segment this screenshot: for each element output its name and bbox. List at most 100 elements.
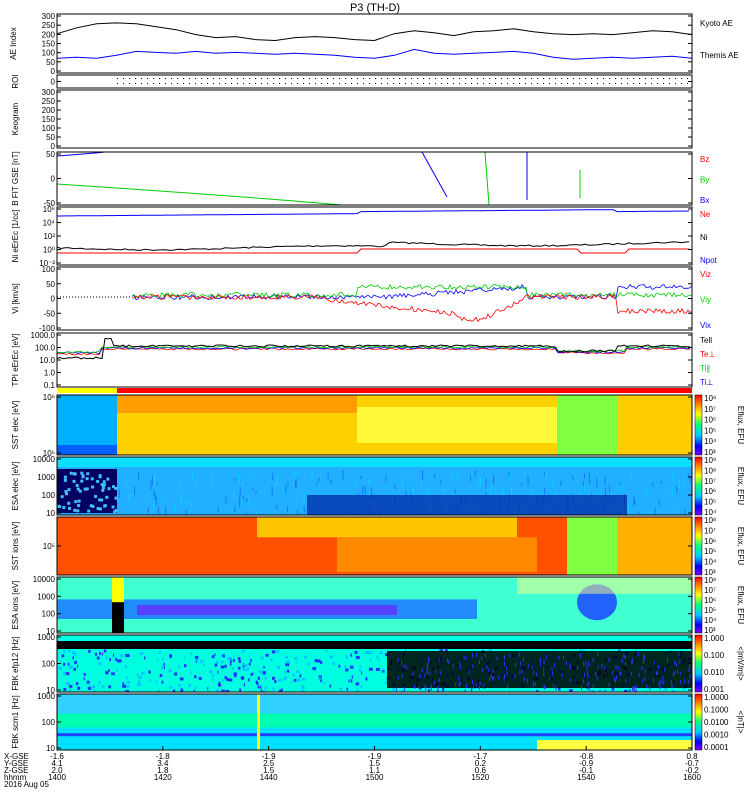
ytick-label: 100 bbox=[42, 49, 56, 58]
xaxis-tick-label: 1.5 bbox=[369, 759, 381, 768]
colorbar-tick: 10⁷ bbox=[704, 477, 716, 486]
xaxis-tick-label: 1420 bbox=[154, 773, 172, 782]
ytick-label: 10 bbox=[46, 627, 55, 636]
colorbar-tick: 0.001 bbox=[704, 685, 725, 694]
legend-label: Themis AE bbox=[700, 51, 739, 60]
colorbar-label: <|mV/m|> bbox=[736, 646, 745, 681]
xaxis-tick-label: 1500 bbox=[366, 773, 384, 782]
ytick-label: 50 bbox=[46, 58, 55, 67]
ytick-label: 100 bbox=[42, 718, 56, 727]
panel-ylabel: ESA elec [eV] bbox=[11, 462, 20, 511]
colorbar-tick: 10⁶ bbox=[704, 487, 716, 496]
panel-ylabel: Vi [km/s] bbox=[11, 283, 20, 314]
colorbar-tick: 1.000 bbox=[704, 634, 725, 643]
ytick-label: -100 bbox=[39, 324, 56, 333]
xaxis-date: 2016 Aug 05 bbox=[4, 780, 49, 789]
colorbar bbox=[694, 516, 703, 576]
panel-ylabel: SST elec [eV] bbox=[11, 401, 20, 450]
legend-label: Ti⊥ bbox=[700, 378, 713, 387]
xaxis-tick-label: 0.2 bbox=[475, 759, 487, 768]
panel-ylabel: AE Index bbox=[9, 27, 18, 59]
colorbar-tick: 0.010 bbox=[704, 668, 725, 677]
colorbar-label: Eflux, EFU bbox=[736, 586, 745, 624]
xaxis-tick-label: 1600 bbox=[683, 773, 701, 782]
xaxis-row-label: Y-GSE bbox=[4, 759, 28, 768]
ytick-label: 0 bbox=[51, 78, 56, 87]
xaxis-tick-label: 1.5 bbox=[263, 766, 275, 775]
panel-density: 10⁶ 10⁴ 10² 10⁰ 10⁻² Ni eErEc [1/cc] Ne Ni Npot bbox=[11, 205, 718, 268]
plot-title: P3 (TH-D) bbox=[350, 2, 400, 14]
colorbar-tick: 10⁸ bbox=[704, 576, 716, 585]
ytick-label: 10⁵ bbox=[43, 542, 55, 551]
xaxis-tick-label: 1540 bbox=[577, 773, 595, 782]
ytick-label: 200 bbox=[42, 30, 56, 39]
xaxis-tick-label: 1.1 bbox=[369, 766, 381, 775]
colorbar bbox=[694, 456, 703, 516]
legend-label: Kyoto AE bbox=[700, 19, 733, 28]
xaxis-tick-label: 2.5 bbox=[263, 759, 275, 768]
ytick-label: 250 bbox=[42, 21, 56, 30]
ytick-label: 50 bbox=[46, 150, 55, 159]
ytick-label: 10⁶ bbox=[43, 205, 55, 214]
ytick-label: 10 bbox=[46, 686, 55, 695]
colorbar-tick: 1.0000 bbox=[704, 693, 729, 702]
ytick-label: 250 bbox=[42, 97, 56, 106]
xaxis-tick-label: 1.8 bbox=[157, 766, 169, 775]
ytick-label: 100 bbox=[42, 610, 56, 619]
legend-label: Bx bbox=[700, 196, 709, 205]
panel-ylabel: Ni eErEc [1/cc] bbox=[11, 210, 20, 263]
xaxis-tick-label: -0.1 bbox=[579, 766, 593, 775]
colorbar-tick: 10⁶ bbox=[704, 416, 716, 425]
ytick-label: 0 bbox=[51, 67, 56, 76]
xaxis-tick-label: -1.7 bbox=[473, 752, 487, 761]
panel-temperature: 1000.0 100.0 10.0 1.0 0.1 TPI eErEc [eV] Tell T… bbox=[11, 331, 715, 390]
ytick-label: 1.0 bbox=[44, 369, 56, 378]
xaxis-row-label: Z-GSE bbox=[4, 766, 28, 775]
xaxis-tick-label: 0.8 bbox=[686, 752, 698, 761]
xaxis-tick-label: 0.6 bbox=[475, 766, 487, 775]
legend-label: Te⊥ bbox=[700, 350, 715, 359]
legend-label: By bbox=[700, 176, 709, 185]
xaxis-tick-label: 4.1 bbox=[51, 759, 63, 768]
ytick-label: 10 bbox=[46, 744, 55, 753]
ytick-label: 10⁰ bbox=[43, 246, 55, 255]
xaxis-tick-label: 1400 bbox=[48, 773, 66, 782]
colorbar-tick: 10⁷ bbox=[704, 526, 716, 535]
panel-roi: 0 ROI bbox=[11, 74, 693, 89]
ytick-label: 1000 bbox=[37, 473, 55, 482]
ytick-label: 10000 bbox=[33, 455, 56, 464]
panel-bfit: 50 0 -50 B FIT GSE [nT] Bz By Bx bbox=[11, 150, 709, 208]
ytick-label: 100 bbox=[42, 124, 56, 133]
ytick-label: 10000 bbox=[33, 575, 56, 584]
ytick-label: -50 bbox=[43, 309, 55, 318]
colorbar bbox=[694, 634, 703, 693]
xaxis-tick-label: -0.8 bbox=[579, 752, 593, 761]
colorbar-tick: 10⁵ bbox=[704, 426, 716, 435]
xaxis-row-label: X-GSE bbox=[4, 752, 29, 761]
colorbar-label: Eflux, EFU bbox=[736, 467, 745, 505]
ytick-label: 1000 bbox=[37, 633, 55, 642]
colorbar-tick: 10⁴ bbox=[704, 437, 717, 446]
ytick-label: 10⁵ bbox=[43, 449, 55, 458]
ytick-label: 100.0 bbox=[35, 344, 56, 353]
ytick-label: 150 bbox=[42, 115, 56, 124]
panel-ylabel: SST ions [eV] bbox=[11, 522, 20, 571]
colorbar-tick: 10⁶ bbox=[704, 596, 716, 605]
ytick-label: 1000 bbox=[37, 592, 55, 601]
colorbar-tick: 10⁵ bbox=[704, 547, 716, 556]
ytick-label: 100 bbox=[42, 660, 56, 669]
colorbar-tick: 10⁴ bbox=[704, 558, 717, 567]
colorbar bbox=[694, 693, 703, 751]
xaxis-tick-label: -0.2 bbox=[685, 766, 699, 775]
ae-series-1 bbox=[56, 48, 693, 60]
ytick-label: 10.0 bbox=[39, 356, 55, 365]
colorbar-tick: 10⁷ bbox=[704, 405, 716, 414]
legend-label: Viz bbox=[700, 270, 711, 279]
ytick-label: 150 bbox=[42, 40, 56, 49]
ytick-label: -50 bbox=[43, 199, 55, 208]
ae-series-0 bbox=[56, 22, 693, 42]
legend-label: Viy bbox=[700, 296, 711, 305]
